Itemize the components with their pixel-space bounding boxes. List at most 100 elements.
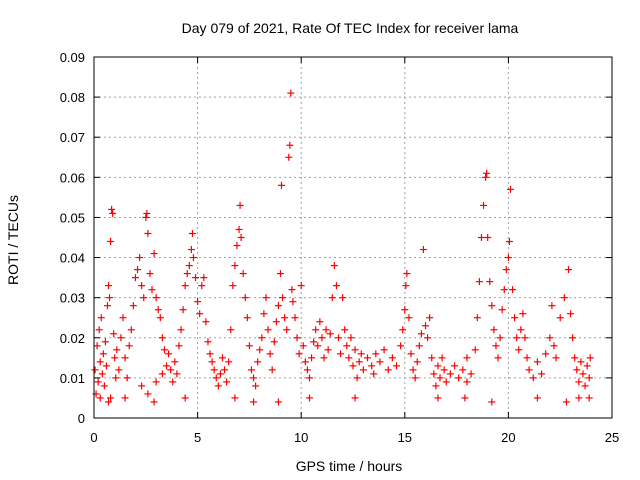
data-point (579, 370, 587, 378)
data-point (150, 398, 158, 406)
data-point (110, 330, 118, 338)
x-tick-label: 0 (90, 430, 97, 445)
axis-ticks: 0 0.01 0.02 0.03 0.04 0.05 0.06 0.07 0.08 0.09 0 5 1… (60, 50, 620, 445)
data-point (339, 294, 347, 302)
data-point (413, 358, 421, 366)
data-point (376, 358, 384, 366)
data-points (91, 89, 594, 406)
data-point (113, 346, 121, 354)
data-point (250, 398, 258, 406)
data-point (550, 342, 558, 350)
data-point (148, 286, 156, 294)
data-point (569, 334, 577, 342)
data-point (341, 326, 349, 334)
data-point (434, 394, 442, 402)
data-point (533, 358, 541, 366)
data-point (179, 306, 187, 314)
data-point (318, 334, 326, 342)
data-point (326, 330, 334, 338)
data-point (185, 262, 193, 270)
data-point (266, 350, 274, 358)
data-point (214, 382, 222, 390)
data-point (183, 270, 191, 278)
y-tick-label: 0 (78, 411, 85, 426)
data-point (188, 229, 196, 237)
data-point (227, 326, 235, 334)
x-tick-label: 15 (398, 430, 412, 445)
data-point (285, 153, 293, 161)
data-point (98, 370, 106, 378)
data-point (480, 201, 488, 209)
data-point (212, 374, 220, 382)
y-tick-label: 0.03 (60, 291, 85, 306)
data-point (236, 201, 244, 209)
data-point (103, 302, 111, 310)
data-point (368, 362, 376, 370)
data-point (117, 334, 125, 342)
data-point (533, 394, 541, 402)
data-point (96, 358, 104, 366)
data-point (173, 370, 181, 378)
data-point (372, 350, 380, 358)
data-point (359, 366, 367, 374)
data-point (97, 314, 105, 322)
x-tick-label: 5 (194, 430, 201, 445)
data-point (351, 346, 359, 354)
data-point (349, 362, 357, 370)
data-point (424, 334, 432, 342)
data-point (206, 350, 214, 358)
data-point (119, 314, 127, 322)
data-point (299, 342, 307, 350)
data-point (158, 370, 166, 378)
data-point (144, 390, 152, 398)
data-point (181, 282, 189, 290)
data-point (486, 278, 494, 286)
data-point (463, 354, 471, 362)
data-point (134, 266, 142, 274)
data-point (517, 326, 525, 334)
data-point (403, 270, 411, 278)
x-axis-label: GPS time / hours (296, 458, 403, 474)
data-point (264, 326, 272, 334)
data-point (158, 334, 166, 342)
data-point (237, 234, 245, 241)
data-point (455, 374, 463, 382)
data-point (364, 354, 372, 362)
data-point (502, 266, 510, 274)
data-point (402, 282, 410, 290)
data-point (575, 378, 583, 386)
data-point (355, 358, 363, 366)
data-point (432, 382, 440, 390)
chart-title: Day 079 of 2021, Rate Of TEC Index for r… (182, 20, 519, 36)
data-point (548, 302, 556, 310)
data-point (347, 334, 355, 342)
data-point (542, 350, 550, 358)
data-point (293, 334, 301, 342)
data-point (96, 394, 104, 402)
data-point (463, 378, 471, 386)
data-point (357, 350, 365, 358)
data-point (252, 382, 260, 390)
data-point (121, 354, 129, 362)
data-point (446, 370, 454, 378)
data-point (112, 374, 120, 382)
data-point (150, 250, 158, 258)
data-point (221, 366, 229, 374)
data-point (422, 322, 430, 330)
data-point (529, 374, 537, 382)
data-point (268, 366, 276, 374)
data-point (562, 398, 570, 406)
data-point (525, 366, 533, 374)
data-point (204, 338, 212, 346)
data-point (297, 282, 305, 290)
data-point (107, 394, 115, 402)
data-point (105, 398, 113, 406)
data-point (274, 398, 282, 406)
data-point (428, 354, 436, 362)
data-point (108, 205, 116, 213)
data-point (276, 270, 284, 278)
data-point (216, 370, 224, 378)
data-point (194, 298, 202, 306)
data-point (295, 350, 303, 358)
